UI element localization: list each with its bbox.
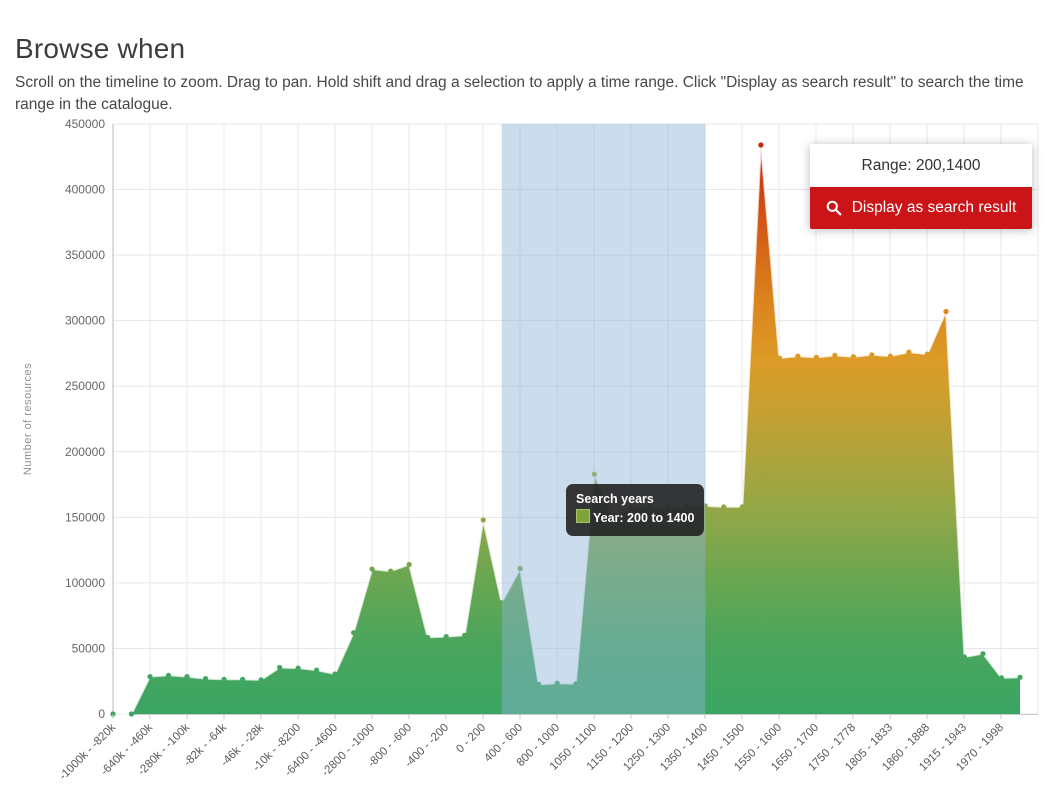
data-point xyxy=(887,353,894,359)
y-tick-label: 0 xyxy=(98,707,105,721)
y-tick-label: 350000 xyxy=(65,248,105,262)
page-subtitle: Scroll on the timeline to zoom. Drag to … xyxy=(15,73,1024,113)
data-point xyxy=(462,632,468,638)
data-point xyxy=(425,634,431,640)
data-point xyxy=(221,676,227,682)
data-point xyxy=(795,353,801,359)
page-title: Browse when xyxy=(15,32,186,64)
data-point xyxy=(314,667,320,673)
data-point xyxy=(480,517,486,523)
y-tick-label: 400000 xyxy=(65,183,105,197)
data-point xyxy=(573,681,579,687)
data-point xyxy=(554,680,560,686)
search-button-label: Display as search result xyxy=(851,199,1017,216)
data-point xyxy=(240,676,246,682)
x-tick-label: 0 - 200 xyxy=(454,722,488,756)
data-point xyxy=(499,600,505,606)
data-point xyxy=(869,352,875,358)
y-tick-label: 100000 xyxy=(65,576,105,590)
data-point xyxy=(850,354,857,360)
range-panel: Range: 200,1400 Display as search result xyxy=(810,144,1032,229)
data-point xyxy=(813,354,820,360)
selection-region[interactable] xyxy=(501,124,706,714)
y-tick-label: 300000 xyxy=(65,314,105,328)
y-tick-label: 200000 xyxy=(65,445,105,459)
data-point xyxy=(1017,674,1023,680)
data-point xyxy=(591,471,597,477)
data-point xyxy=(295,665,301,671)
series-line xyxy=(113,144,1021,715)
y-tick-label: 150000 xyxy=(65,510,105,524)
data-point xyxy=(536,681,542,688)
chart-tooltip: Search years Year: 200 to 1400 xyxy=(566,484,705,536)
data-point xyxy=(388,568,394,574)
y-tick-label: 250000 xyxy=(65,379,105,393)
data-point xyxy=(776,355,783,361)
data-point xyxy=(165,672,172,678)
data-point xyxy=(739,504,745,510)
data-point xyxy=(961,654,968,660)
data-point xyxy=(128,711,135,717)
tooltip-series-row: Year: 200 to 1400 xyxy=(576,509,694,528)
data-point xyxy=(980,651,986,657)
tooltip-title: Search years xyxy=(576,492,654,506)
data-point xyxy=(184,674,190,680)
data-point xyxy=(258,677,264,683)
data-point xyxy=(203,676,209,682)
tooltip-swatch xyxy=(576,509,590,524)
y-axis-title: Number of resources xyxy=(22,363,34,475)
area-series xyxy=(113,145,1020,714)
data-point xyxy=(351,630,357,636)
data-point xyxy=(517,565,523,572)
data-point xyxy=(332,671,338,677)
data-point xyxy=(832,352,838,358)
data-point xyxy=(443,634,449,640)
tooltip-series-label: Year: 200 to 1400 xyxy=(593,511,695,526)
data-point xyxy=(758,142,764,148)
data-point xyxy=(721,504,727,510)
data-point xyxy=(406,561,412,568)
display-as-search-result-button[interactable]: Display as search result xyxy=(810,187,1032,229)
data-point xyxy=(998,675,1005,681)
range-label: Range: 200,1400 xyxy=(861,156,981,174)
data-point xyxy=(924,351,931,357)
data-point xyxy=(906,349,912,355)
data-point xyxy=(277,664,283,671)
data-point xyxy=(147,674,153,680)
data-point xyxy=(943,308,949,315)
search-icon xyxy=(826,200,842,216)
data-point xyxy=(369,566,375,572)
y-tick-label: 50000 xyxy=(72,641,106,655)
y-tick-label: 450000 xyxy=(65,117,105,131)
